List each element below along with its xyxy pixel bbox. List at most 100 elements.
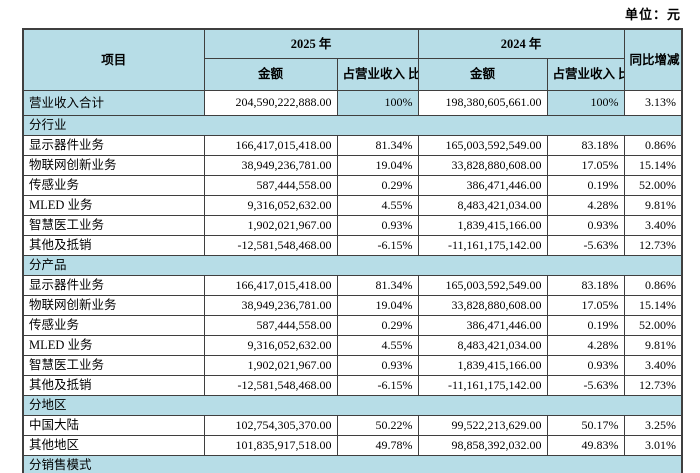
share-2025: 4.55% [336,195,419,216]
table-row: 传感业务 587,444,558.00 0.29% 386,471,446.00… [22,315,683,336]
share-2025: 0.29% [336,315,419,336]
yoy-value: 0.86% [623,135,683,156]
row-label: 其他及抵销 [22,235,205,256]
share-2024: 0.19% [546,315,625,336]
yoy-value: 3.01% [623,435,683,456]
col-header-year-2025: 2025 年 [203,28,419,59]
amount-2025: 1,902,021,967.00 [203,215,338,236]
row-label: 显示器件业务 [22,135,205,156]
yoy-value: 0.86% [623,275,683,296]
row-label: 物联网创新业务 [22,295,205,316]
yoy-value: 9.81% [623,335,683,356]
yoy-value: 3.40% [623,215,683,236]
table-row: 物联网创新业务 38,949,236,781.00 19.04% 33,828,… [22,155,683,176]
yoy-value: 3.13% [623,90,683,116]
header-row-measures: 金额 占营业收入 比重 金额 占营业收入 比重 [23,58,682,91]
amount-2025: 9,316,052,632.00 [203,195,338,216]
share-2024: 4.28% [546,195,625,216]
amount-2025: 587,444,558.00 [203,175,338,196]
table-row: 其他地区 101,835,917,518.00 49.78% 98,858,39… [22,435,683,456]
amount-2024: 1,839,415,166.00 [417,215,548,236]
yoy-value: 52.00% [623,175,683,196]
share-2024: 17.05% [546,295,625,316]
share-2025: -6.15% [336,375,419,396]
col-header-amount-2025: 金额 [203,58,338,91]
amount-2025: 38,949,236,781.00 [203,155,338,176]
col-header-year-2024: 2024 年 [417,28,625,59]
amount-2024: 98,858,392,032.00 [417,435,548,456]
yoy-value: 15.14% [623,295,683,316]
share-2025: 0.93% [336,355,419,376]
share-2025: 100% [336,90,419,116]
amount-2024: 33,828,880,608.00 [417,155,548,176]
yoy-value: 15.14% [623,155,683,176]
section-row-industry: 分行业 [22,115,683,136]
header-row-years: 项目 2025 年 2024 年 同比增减 [22,28,683,91]
amount-2025: -12,581,548,468.00 [203,235,338,256]
table-row: 其他及抵销 -12,581,548,468.00 -6.15% -11,161,… [22,235,683,256]
share-2025: 19.04% [336,155,419,176]
amount-2024: -11,161,175,142.00 [417,235,548,256]
row-label: 其他地区 [22,435,205,456]
share-2025: 50.22% [336,415,419,436]
amount-2024: 8,483,421,034.00 [417,195,548,216]
amount-2024: 165,003,592,549.00 [417,275,548,296]
share-2024: 100% [546,90,625,116]
row-label: 其他及抵销 [22,375,205,396]
table-row: 智慧医工业务 1,902,021,967.00 0.93% 1,839,415,… [22,215,683,236]
section-row-product: 分产品 [22,255,683,276]
row-label: 传感业务 [22,315,205,336]
row-label: MLED 业务 [22,195,205,216]
col-header-share-2025: 占营业收入 比重 [336,58,419,91]
row-label: 中国大陆 [22,415,205,436]
amount-2024: -11,161,175,142.00 [417,375,548,396]
share-2024: 83.18% [546,135,625,156]
amount-2024: 198,380,605,661.00 [417,90,548,116]
revenue-breakdown-table: 项目 2025 年 2024 年 同比增减 金额 占营业收入 比重 金额 占营业… [22,28,684,473]
yoy-value: 12.73% [623,235,683,256]
table-row: 物联网创新业务 38,949,236,781.00 19.04% 33,828,… [22,295,683,316]
unit-label: 单位：元 [624,7,681,22]
col-header-item: 项目 [22,28,205,91]
amount-2025: 166,417,015,418.00 [203,135,338,156]
section-row-sales-mode: 分销售模式 [22,455,683,473]
section-title-region: 分地区 [22,395,683,416]
col-header-yoy: 同比增减 [623,28,683,91]
amount-2025: 204,590,222,888.00 [203,90,338,116]
share-2024: 49.83% [546,435,625,456]
yoy-value: 12.73% [623,375,683,396]
share-2025: 0.93% [336,215,419,236]
table-row: 中国大陆 102,754,305,370.00 50.22% 99,522,21… [22,415,683,436]
amount-2025: 587,444,558.00 [203,315,338,336]
amount-2025: 101,835,917,518.00 [203,435,338,456]
amount-2024: 386,471,446.00 [417,315,548,336]
share-2025: 49.78% [336,435,419,456]
amount-2024: 386,471,446.00 [417,175,548,196]
amount-2024: 8,483,421,034.00 [417,335,548,356]
amount-2025: 166,417,015,418.00 [203,275,338,296]
share-2024: 50.17% [546,415,625,436]
share-2025: 81.34% [336,135,419,156]
table-row: 传感业务 587,444,558.00 0.29% 386,471,446.00… [22,175,683,196]
share-2024: 0.19% [546,175,625,196]
row-label: MLED 业务 [22,335,205,356]
share-2025: -6.15% [336,235,419,256]
share-2024: -5.63% [546,375,625,396]
table-row: MLED 业务 9,316,052,632.00 4.55% 8,483,421… [22,335,683,356]
yoy-value: 9.81% [623,195,683,216]
yoy-value: 52.00% [623,315,683,336]
share-2025: 19.04% [336,295,419,316]
row-label: 显示器件业务 [22,275,205,296]
row-label: 智慧医工业务 [22,355,205,376]
table-row: MLED 业务 9,316,052,632.00 4.55% 8,483,421… [22,195,683,216]
amount-2024: 33,828,880,608.00 [417,295,548,316]
row-label: 传感业务 [22,175,205,196]
share-2024: 83.18% [546,275,625,296]
share-2025: 0.29% [336,175,419,196]
section-title-industry: 分行业 [22,115,683,136]
section-title-sales-mode: 分销售模式 [22,455,683,473]
table-row: 显示器件业务 166,417,015,418.00 81.34% 165,003… [22,275,683,296]
amount-2025: 1,902,021,967.00 [203,355,338,376]
col-header-amount-2024: 金额 [417,58,548,91]
